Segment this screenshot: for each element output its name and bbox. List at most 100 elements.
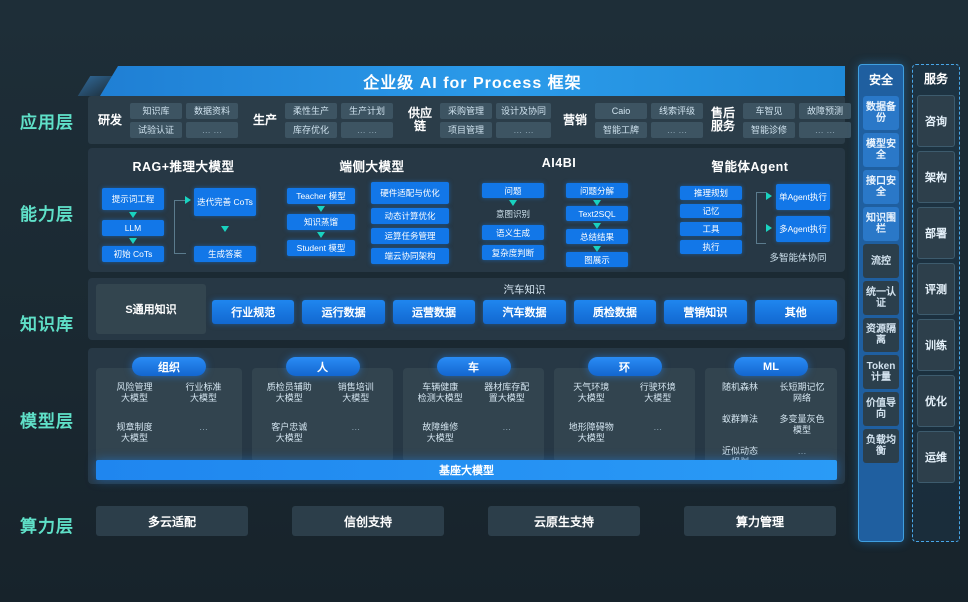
chip-teacher-model[interactable]: Teacher 模型	[287, 188, 355, 204]
service-item-architecture[interactable]: 架构	[917, 151, 955, 203]
chip-memory[interactable]: 记忆	[680, 204, 742, 218]
app-cell[interactable]: 故障预测	[799, 102, 851, 119]
app-cell[interactable]: … …	[651, 121, 703, 138]
app-group-supply-chain[interactable]: 供应链 采购管理 设计及协同 项目管理 … …	[405, 100, 552, 140]
app-cell[interactable]: 试验认证	[130, 121, 182, 138]
knowledge-chip[interactable]: 运营数据	[392, 300, 476, 324]
knowledge-chip[interactable]: 汽车数据	[483, 300, 566, 324]
capability-card-agent[interactable]: 智能体Agent 推理规划 记忆 工具 执行 单Agent执行 多Agent执行…	[660, 150, 840, 270]
app-group-marketing[interactable]: 营销 Caio 线索评级 智能工牌 … …	[560, 100, 703, 140]
security-item-resource-isolation[interactable]: 资源隔离	[863, 318, 899, 352]
security-item-value-orientation[interactable]: 价值导向	[863, 392, 899, 426]
chip-tools[interactable]: 工具	[680, 222, 742, 236]
knowledge-chip[interactable]: 行业规范	[212, 300, 295, 324]
model-cell[interactable]: …	[199, 422, 208, 432]
security-item-data-backup[interactable]: 数据备份	[863, 96, 899, 130]
chip-multi-agent-exec[interactable]: 多Agent执行	[776, 216, 830, 242]
app-cell[interactable]: 设计及协同	[496, 102, 552, 119]
model-group-environment[interactable]: 环 天气环境 大模型 行驶环境 大模型 地形障碍物 大模型 …	[554, 357, 695, 462]
app-cell[interactable]: … …	[186, 121, 238, 138]
model-cell[interactable]: 蚁群算法	[721, 414, 758, 424]
chip-initial-cots[interactable]: 初始 CoTs	[102, 246, 164, 262]
model-group-organization[interactable]: 组织 风险管理 大模型 行业标准 大模型 规章制度 大模型 …	[96, 357, 242, 462]
app-cell[interactable]: 项目管理	[440, 121, 492, 138]
model-cell[interactable]: 行业标准 大模型	[185, 382, 222, 403]
model-cell[interactable]: 风险管理 大模型	[116, 382, 153, 403]
app-cell[interactable]: 车智见	[743, 102, 795, 119]
chip-knowledge-distillation[interactable]: 知识蒸馏	[287, 214, 355, 230]
security-item-load-balancing[interactable]: 负载均衡	[863, 429, 899, 463]
chip-single-agent-exec[interactable]: 单Agent执行	[776, 184, 830, 210]
app-cell[interactable]: 数据资料	[186, 102, 238, 119]
app-cell[interactable]: 采购管理	[440, 102, 492, 119]
service-item-consulting[interactable]: 咨询	[917, 95, 955, 147]
chip-cloud-edge-arch[interactable]: 端云协同架构	[371, 248, 449, 264]
model-cell[interactable]: …	[502, 422, 512, 432]
chip-complexity-judgement[interactable]: 复杂度判断	[482, 245, 544, 260]
chip-dynamic-compute-opt[interactable]: 动态计算优化	[371, 208, 449, 224]
chip-question-decomposition[interactable]: 问题分解	[566, 183, 628, 198]
model-cell[interactable]: 质检员辅助 大模型	[266, 382, 312, 403]
chip-llm[interactable]: LLM	[102, 220, 164, 236]
app-group-rnd[interactable]: 研发 知识库 数据资料 试验认证 … …	[95, 100, 238, 140]
chip-text2sql[interactable]: Text2SQL	[566, 206, 628, 221]
model-cell[interactable]: 规章制度 大模型	[116, 422, 153, 443]
capability-card-ai4bi[interactable]: AI4BI 问题 意图识别 语义生成 复杂度判断 问题分解 Text2SQL 总…	[470, 150, 648, 270]
chip-iterative-cots[interactable]: 迭代完善 CoTs	[194, 188, 256, 216]
security-item-model-security[interactable]: 模型安全	[863, 133, 899, 167]
security-item-token-metering[interactable]: Token计量	[863, 355, 899, 389]
capability-card-edge-model[interactable]: 端侧大模型 Teacher 模型 知识蒸馏 Student 模型 硬件适配与优化…	[283, 150, 461, 270]
chip-chart-display[interactable]: 图展示	[566, 252, 628, 267]
chip-task-management[interactable]: 运算任务管理	[371, 228, 449, 244]
chip-execution[interactable]: 执行	[680, 240, 742, 254]
knowledge-chip[interactable]: 质检数据	[573, 300, 657, 324]
model-cell[interactable]: 故障维修 大模型	[422, 422, 459, 443]
chip-summarize-result[interactable]: 总结结果	[566, 229, 628, 244]
security-item-flow-control[interactable]: 流控	[863, 244, 899, 278]
security-item-api-security[interactable]: 接口安全	[863, 170, 899, 204]
chip-semantic-generation[interactable]: 语义生成	[482, 225, 544, 240]
model-cell[interactable]: 地形障碍物 大模型	[568, 422, 614, 443]
compute-box-compute-mgmt[interactable]: 算力管理	[684, 506, 836, 536]
base-model-bar[interactable]: 基座大模型	[96, 460, 837, 480]
model-cell[interactable]: 销售培训 大模型	[337, 382, 374, 403]
app-cell[interactable]: 知识库	[130, 102, 182, 119]
chip-intent-recognition[interactable]: 意图识别	[495, 209, 530, 219]
chip-question[interactable]: 问题	[482, 183, 544, 198]
app-group-production[interactable]: 生产 柔性生产 生产计划 库存优化 … …	[250, 100, 393, 140]
chip-hardware-adaptation[interactable]: 硬件适配与优化	[371, 182, 449, 204]
model-cell[interactable]: 多变量灰色 模型	[779, 414, 825, 435]
app-cell[interactable]: 柔性生产	[285, 102, 337, 119]
model-cell[interactable]: …	[351, 422, 361, 432]
security-item-unified-auth[interactable]: 统一认证	[863, 281, 899, 315]
app-cell[interactable]: Caio	[595, 102, 647, 119]
app-group-after-sales[interactable]: 售后服务 车智见 故障预测 智能诊修 … …	[708, 100, 851, 140]
capability-card-rag[interactable]: RAG+推理大模型 提示词工程 LLM 初始 CoTs 迭代完善 CoTs 生成…	[96, 150, 271, 270]
model-cell[interactable]: 长短期记忆 网络	[779, 382, 825, 403]
model-cell[interactable]: …	[797, 446, 807, 456]
knowledge-general[interactable]: S通用知识	[96, 284, 206, 334]
model-cell[interactable]: 随机森林	[721, 382, 758, 392]
knowledge-chip[interactable]: 其他	[754, 300, 837, 324]
app-cell[interactable]: 生产计划	[341, 102, 393, 119]
compute-box-xinchuang[interactable]: 信创支持	[292, 506, 444, 536]
model-cell[interactable]: 器材库存配 置大模型	[484, 382, 530, 403]
chip-prompt-engineering[interactable]: 提示词工程	[102, 188, 164, 210]
model-cell[interactable]: 客户忠诚 大模型	[271, 422, 308, 443]
app-cell[interactable]: … …	[799, 121, 851, 138]
model-cell[interactable]: 行驶环境 大模型	[639, 382, 676, 403]
service-item-optimization[interactable]: 优化	[917, 375, 955, 427]
model-cell[interactable]: 车辆健康 检测大模型	[417, 382, 463, 403]
chip-student-model[interactable]: Student 模型	[287, 240, 355, 256]
service-item-operations[interactable]: 运维	[917, 431, 955, 483]
app-cell[interactable]: … …	[496, 121, 552, 138]
chip-generate-answer[interactable]: 生成答案	[194, 246, 256, 262]
model-cell[interactable]: 天气环境 大模型	[573, 382, 610, 403]
knowledge-chip[interactable]: 运行数据	[302, 300, 385, 324]
security-item-knowledge-fence[interactable]: 知识围栏	[863, 207, 899, 241]
knowledge-chip[interactable]: 营销知识	[664, 300, 747, 324]
app-cell[interactable]: 线索评级	[651, 102, 703, 119]
compute-box-multicloud[interactable]: 多云适配	[96, 506, 248, 536]
compute-box-cloudnative[interactable]: 云原生支持	[488, 506, 640, 536]
app-cell[interactable]: 智能诊修	[743, 121, 795, 138]
